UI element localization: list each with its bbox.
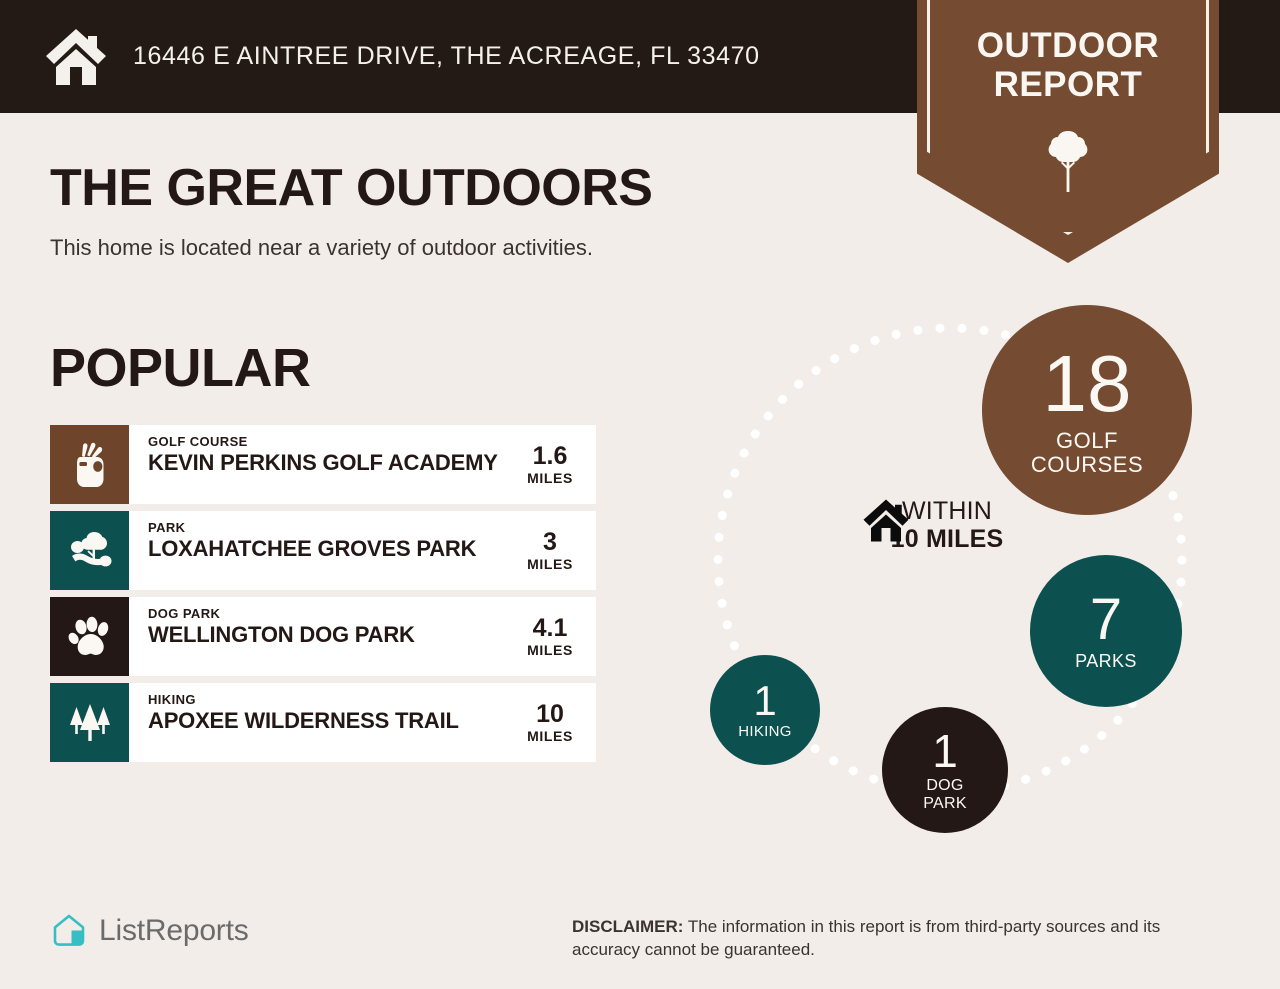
distance-unit: MILES [527,728,573,744]
bubble-label-line2: PARK [923,794,967,812]
list-item[interactable]: GOLF COURSE KEVIN PERKINS GOLF ACADEMY 1… [50,425,596,504]
list-item-name: APOXEE WILDERNESS TRAIL [148,708,459,733]
list-item-body: PARK LOXAHATCHEE GROVES PARK [129,511,504,590]
list-item-category: PARK [148,520,186,535]
list-item[interactable]: HIKING APOXEE WILDERNESS TRAIL 10 MILES [50,683,596,762]
bubble-label-line1: HIKING [738,722,792,740]
center-label-line1: WITHIN [901,497,993,525]
list-item-body: GOLF COURSE KEVIN PERKINS GOLF ACADEMY [129,425,504,504]
badge-title: OUTDOOR REPORT [917,26,1219,104]
park-tree-icon [70,531,111,566]
bubble-parks: 7 PARKS [1030,555,1182,707]
disclaimer-label: DISCLAIMER: [572,917,684,936]
bubble-count: 1 [932,725,958,778]
badge-border [927,0,1209,235]
bubble-count: 7 [1089,586,1123,652]
list-item[interactable]: DOG PARK WELLINGTON DOG PARK 4.1 MILES [50,597,596,676]
pine-trees-icon [69,703,110,741]
list-item-category: HIKING [148,692,196,707]
list-item-body: DOG PARK WELLINGTON DOG PARK [129,597,504,676]
list-item-distance: 3 MILES [504,511,596,590]
golf-bag-icon-tile [50,425,129,504]
badge-title-line1: OUTDOOR [976,26,1160,65]
home-icon [863,499,909,542]
list-item-distance: 4.1 MILES [504,597,596,676]
distance-unit: MILES [527,556,573,572]
listreports-logo[interactable]: ListReports [50,912,249,950]
paw-icon [68,616,108,655]
home-icon [46,28,106,85]
proximity-diagram: 18 GOLF COURSES 7 PARKS 1 DOG PARK 1 HIK… [650,280,1250,860]
center-label-line2: 10 MILES [890,525,1004,553]
paw-icon-tile [50,597,129,676]
golf-bag-icon [76,442,103,487]
bubble-label-line2: COURSES [1030,451,1144,477]
bubble-label-line1: DOG [926,777,964,795]
list-item-name: LOXAHATCHEE GROVES PARK [148,536,477,561]
tree-icon [1048,131,1088,192]
distance-value: 1.6 [532,442,568,470]
distance-unit: MILES [527,470,573,486]
property-address: 16446 E AINTREE DRIVE, THE ACREAGE, FL 3… [133,42,760,70]
popular-list: GOLF COURSE KEVIN PERKINS GOLF ACADEMY 1… [50,425,596,769]
distance-unit: MILES [527,642,573,658]
distance-value: 3 [543,528,557,556]
bubble-count: 1 [753,676,777,724]
diagram-center-label: WITHIN 10 MILES [862,498,1032,553]
listreports-house-icon [53,914,85,946]
bubble-golf-courses: 18 GOLF COURSES [982,305,1192,515]
list-item[interactable]: PARK LOXAHATCHEE GROVES PARK 3 MILES [50,511,596,590]
page-subtitle: This home is located near a variety of o… [50,235,593,260]
park-tree-icon-tile [50,511,129,590]
bubble-hiking: 1 HIKING [710,655,820,765]
pine-trees-icon-tile [50,683,129,762]
bubble-label-line1: GOLF [1056,427,1118,453]
list-item-body: HIKING APOXEE WILDERNESS TRAIL [129,683,504,762]
list-item-category: DOG PARK [148,606,221,621]
distance-value: 4.1 [532,614,568,642]
badge-title-line2: REPORT [993,65,1143,104]
list-item-name: WELLINGTON DOG PARK [148,622,415,647]
popular-heading: POPULAR [50,338,311,398]
list-item-category: GOLF COURSE [148,434,248,449]
list-item-name: KEVIN PERKINS GOLF ACADEMY [148,450,498,475]
listreports-logo-text: ListReports [99,914,249,947]
bubble-label-line1: PARKS [1075,650,1137,671]
distance-value: 10 [536,700,564,728]
bubble-dog-park: 1 DOG PARK [882,707,1008,833]
page-title: THE GREAT OUTDOORS [50,159,653,217]
list-item-distance: 1.6 MILES [504,425,596,504]
list-item-distance: 10 MILES [504,683,596,762]
disclaimer-text: The information in this report is from t… [572,917,1161,959]
dotted-orbit-path [713,323,1187,797]
outdoor-report-badge: OUTDOOR REPORT [917,0,1219,263]
disclaimer: DISCLAIMER: The information in this repo… [572,915,1232,961]
bubble-count: 18 [1042,338,1132,428]
